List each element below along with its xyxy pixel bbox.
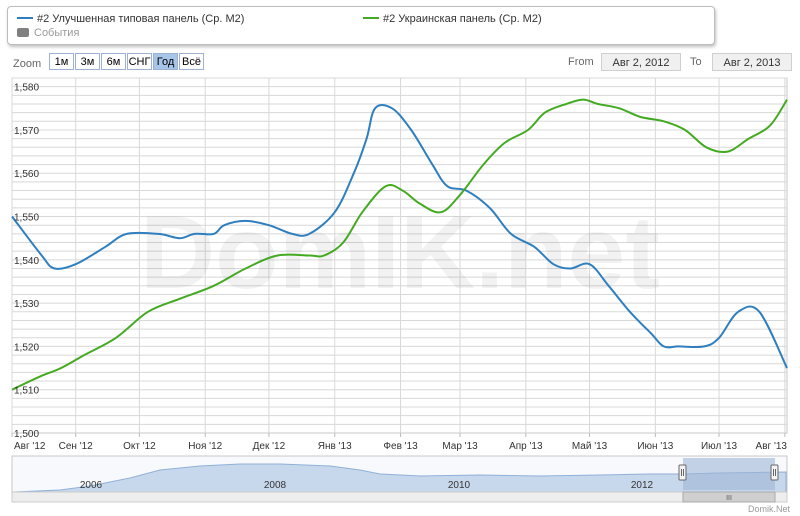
x-tick-label: Авг '13 (756, 441, 788, 452)
navigator-handle-right[interactable] (770, 464, 779, 481)
to-label: To (690, 56, 702, 68)
y-tick-label: 1,530 (14, 299, 39, 310)
navigator-year-2012: 2012 (631, 480, 654, 491)
y-tick-label: 1,580 (14, 83, 39, 94)
watermark: DomIK.net (140, 195, 660, 311)
x-tick-label: Янв '13 (318, 441, 352, 452)
range-toolbar: Zoom 1м 3м 6м СНГ Год Всё From Авг 2, 20… (0, 52, 800, 74)
x-tick-label: Апр '13 (509, 441, 543, 452)
legend-series2-label: #2 Украинская панель (Ср. М2) (383, 13, 542, 25)
navigator-year-2006: 2006 (80, 480, 103, 491)
x-tick-label: Июн '13 (637, 441, 673, 452)
from-label: From (568, 56, 594, 68)
x-tick-label: Сен '12 (59, 441, 94, 452)
x-tick-label: Ноя '12 (188, 441, 222, 452)
x-tick-label: Окт '12 (123, 441, 156, 452)
y-tick-label: 1,500 (14, 429, 39, 440)
zoom-button-1m[interactable]: 1м (49, 53, 74, 70)
navigator-area (12, 463, 787, 493)
zoom-label: Zoom (13, 58, 42, 70)
x-tick-label: Авг '12 (14, 441, 46, 452)
x-tick-label: Мар '13 (442, 441, 478, 452)
zoom-button-6m[interactable]: 6м (101, 53, 126, 70)
x-tick-label: Май '13 (572, 441, 608, 452)
x-tick-label: Июл '13 (701, 441, 738, 452)
legend-item-series1[interactable]: #2 Улучшенная типовая панель (Ср. М2) (17, 13, 244, 26)
navigator-frame (11, 455, 788, 503)
legend-item-events[interactable]: События (17, 27, 79, 40)
legend: #2 Улучшенная типовая панель (Ср. М2) #2… (7, 6, 715, 45)
y-tick-label: 1,540 (14, 256, 39, 267)
chart-credit[interactable]: Domik.Net (748, 504, 791, 514)
scrollbar-grip: III (726, 495, 732, 502)
y-tick-label: 1,550 (14, 213, 39, 224)
zoom-button-ytd[interactable]: СНГ (127, 53, 152, 70)
x-tick-label: Дек '12 (253, 441, 286, 452)
series-line-1[interactable] (11, 104, 788, 369)
navigator-handle-left[interactable] (678, 464, 687, 481)
y-tick-label: 1,510 (14, 386, 39, 397)
from-date-input[interactable]: Авг 2, 2012 (601, 53, 681, 71)
series2-line-swatch (363, 17, 379, 20)
zoom-button-1y[interactable]: Год (153, 53, 178, 70)
navigator-year-2010: 2010 (448, 480, 471, 491)
y-tick-label: 1,560 (14, 169, 39, 180)
series1-line-swatch (17, 17, 33, 20)
scrollbar-thumb[interactable] (682, 491, 776, 503)
legend-events-label: События (34, 27, 80, 39)
x-tick-label: Фев '13 (383, 441, 418, 452)
to-date-input[interactable]: Авг 2, 2013 (712, 53, 792, 71)
zoom-button-all[interactable]: Всё (179, 53, 204, 70)
y-tick-label: 1,570 (14, 126, 39, 137)
y-tick-label: 1,520 (14, 342, 39, 353)
zoom-button-3m[interactable]: 3м (75, 53, 100, 70)
navigator-selection[interactable] (683, 458, 775, 490)
plot-border (11, 77, 788, 434)
series-line-2[interactable] (11, 98, 788, 391)
legend-series1-label: #2 Улучшенная типовая панель (Ср. М2) (37, 13, 245, 25)
scrollbar-track[interactable] (11, 491, 788, 503)
events-swatch (17, 27, 29, 37)
navigator-year-2008: 2008 (264, 480, 287, 491)
legend-item-series2[interactable]: #2 Украинская панель (Ср. М2) (363, 13, 542, 26)
